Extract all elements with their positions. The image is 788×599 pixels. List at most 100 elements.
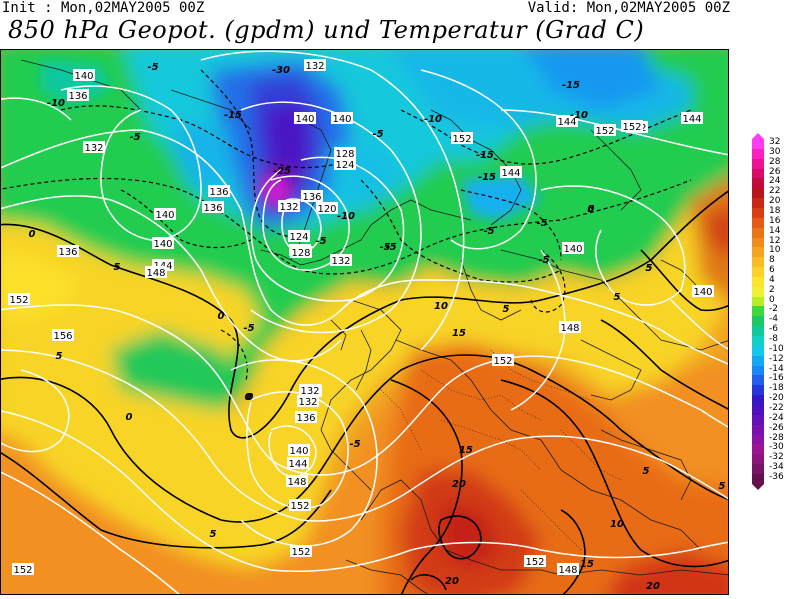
geopotential-label: 152 (621, 120, 643, 133)
legend-label: 16 (769, 215, 781, 226)
legend-entry: 10 (750, 245, 788, 258)
svg-text:152: 152 (9, 295, 28, 306)
legend-label: 8 (769, 255, 775, 266)
legend-entry: 4 (750, 275, 788, 288)
temperature-field (1, 50, 728, 594)
legend-entry: -12 (750, 354, 788, 367)
legend-swatch (752, 237, 764, 248)
legend-entry: -24 (750, 413, 788, 426)
svg-text:152: 152 (525, 557, 544, 568)
geopotential-label: 152 (594, 124, 616, 137)
geopotential-label: 140 (692, 285, 714, 298)
legend-entry: -30 (750, 442, 788, 455)
legend-label: -14 (769, 363, 784, 374)
svg-text:128: 128 (335, 149, 354, 160)
legend-entry: 2 (750, 285, 788, 298)
legend-label: -28 (769, 432, 784, 443)
legend-entry: -10 (750, 344, 788, 357)
temperature-label: 0 (218, 311, 225, 322)
legend-label: -36 (769, 471, 784, 482)
legend-swatch (752, 404, 764, 416)
legend-entry: -32 (750, 452, 788, 465)
geopotential-label: 152 (492, 354, 514, 367)
weather-map: 1401361321401401321281241361321281241201… (0, 49, 729, 595)
legend-entry: 8 (750, 255, 788, 268)
temperature-label: 5 (503, 304, 510, 315)
geopotential-label: 152 (451, 132, 473, 145)
geopotential-label: 128 (334, 147, 356, 160)
svg-text:124: 124 (335, 160, 354, 171)
legend-label: 0 (769, 294, 775, 305)
svg-text:132: 132 (300, 386, 319, 397)
legend-label: -22 (769, 402, 784, 413)
temperature-label: 5 (588, 204, 595, 215)
temperature-label: -30 (272, 65, 290, 76)
geopotential-label: 144 (681, 112, 703, 125)
legend-label: 10 (769, 245, 781, 256)
temperature-label: 15 (452, 328, 466, 339)
geopotential-label: 136 (208, 185, 230, 198)
geopotential-label: 140 (73, 69, 95, 82)
geopotential-label: 144 (287, 457, 309, 470)
legend-swatch (752, 247, 764, 258)
temperature-label: 0 (588, 204, 595, 215)
geopotential-label: 148 (557, 563, 579, 576)
legend-swatch (752, 217, 764, 229)
geopotential-label: 148 (145, 266, 167, 279)
temperature-label: 5 (646, 263, 653, 274)
legend-swatch (752, 227, 764, 238)
legend-swatch (752, 168, 764, 179)
legend-label: -34 (769, 462, 784, 473)
geopotential-label: 128 (290, 246, 312, 259)
temperature-label: -5 (349, 439, 360, 450)
svg-text:124: 124 (289, 232, 308, 243)
legend-swatch (752, 207, 764, 219)
svg-text:144: 144 (288, 459, 307, 470)
legend-entry: -28 (750, 432, 788, 445)
geopotential-label: 140 (152, 237, 174, 250)
legend-label: 26 (769, 166, 781, 177)
temperature-label: 0 (126, 412, 133, 423)
svg-text:152: 152 (13, 565, 32, 576)
temperature-label: 15 (459, 445, 473, 456)
svg-text:140: 140 (155, 210, 174, 221)
temperature-label: -5 (243, 323, 254, 334)
legend-label: -30 (769, 442, 784, 453)
legend-label: 30 (769, 146, 781, 157)
legend-label: 18 (769, 205, 781, 216)
geopotential-label: 140 (331, 112, 353, 125)
geopotential-label: 136 (301, 190, 323, 203)
temperature-label: -25 (273, 166, 291, 177)
geopotential-label: 140 (288, 444, 310, 457)
svg-text:128: 128 (291, 248, 310, 259)
temperature-label: -5 (129, 132, 140, 143)
legend-swatch (752, 148, 764, 160)
legend-swatch (752, 385, 764, 396)
legend-label: -4 (769, 314, 778, 325)
geopotential-label: 152 (12, 563, 34, 576)
valid-time-label: Valid: Mon,02MAY2005 00Z (527, 0, 730, 16)
svg-text:136: 136 (203, 203, 222, 214)
geopotential-label: 140 (562, 242, 584, 255)
legend-swatch (752, 424, 764, 435)
legend-entry: 22 (750, 186, 788, 199)
legend-swatch (752, 375, 764, 386)
svg-text:152: 152 (452, 134, 471, 145)
temperature-label: 5 (210, 529, 217, 540)
legend-label: 32 (769, 137, 781, 147)
svg-text:152: 152 (291, 547, 310, 558)
legend-swatch (752, 286, 764, 298)
temperature-label: -10 (570, 110, 588, 121)
svg-text:120: 120 (317, 204, 336, 215)
legend-swatch (752, 464, 764, 475)
legend-entry: 14 (750, 226, 788, 238)
temperature-label: -5 (315, 236, 326, 247)
temperature-label: -5 (536, 218, 547, 229)
legend-entry: 30 (750, 146, 788, 160)
geopotential-label: 132 (83, 141, 105, 154)
svg-text:132: 132 (279, 202, 298, 213)
temperature-label: -5 (379, 242, 390, 253)
legend-entry: 0 (750, 294, 788, 307)
legend-label: 24 (769, 176, 781, 187)
legend-swatch (752, 365, 764, 376)
